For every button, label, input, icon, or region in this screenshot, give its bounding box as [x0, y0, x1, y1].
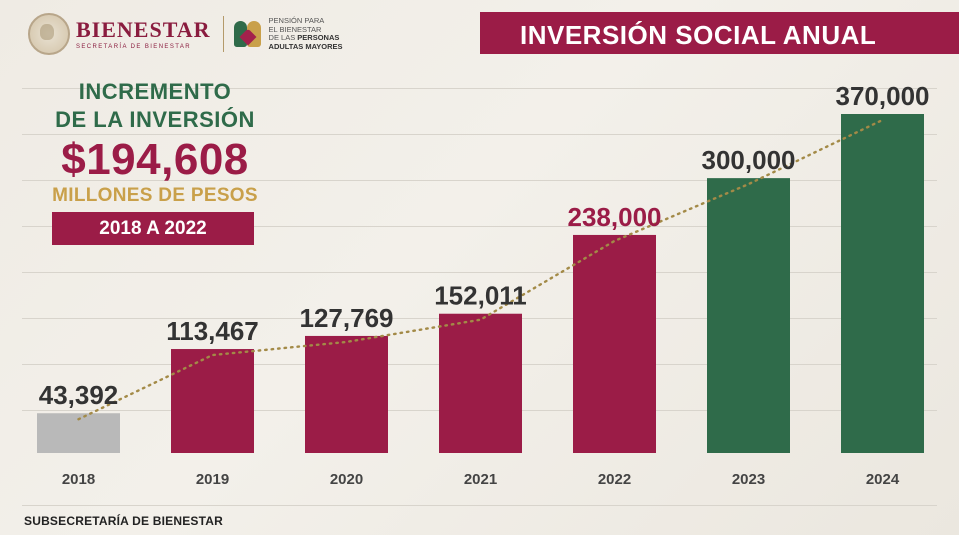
program-line: DE LAS PERSONAS — [268, 33, 343, 43]
coat-of-arms-icon — [28, 13, 70, 55]
program-line: ADULTAS MAYORES — [268, 41, 343, 52]
bar-2019 — [171, 349, 254, 453]
value-label-2018: 43,392 — [39, 380, 119, 410]
program-line: PENSIÓN PARA — [268, 16, 325, 25]
value-label-2021: 152,011 — [434, 281, 527, 311]
brand-subtitle: SECRETARÍA DE BIENESTAR — [76, 43, 191, 50]
x-tick-2022: 2022 — [598, 471, 631, 488]
bienestar-logo: BIENESTAR SECRETARÍA DE BIENESTAR PENSIÓ… — [28, 13, 343, 55]
brand-block: BIENESTAR SECRETARÍA DE BIENESTAR — [76, 16, 211, 50]
bar-2022 — [573, 234, 656, 453]
x-tick-2021: 2021 — [464, 471, 497, 488]
x-tick-2023: 2023 — [732, 471, 765, 488]
headline-line-1: INCREMENTO — [78, 79, 232, 104]
program-line-bold: PERSONAS — [297, 33, 340, 42]
headline-line-2: DE LA INVERSIÓN — [55, 107, 255, 132]
chart-title: INVERSIÓN SOCIAL ANUAL — [520, 20, 877, 50]
period-badge: 2018 A 2022 — [52, 212, 254, 245]
grid-line — [22, 88, 937, 89]
grid-line — [22, 180, 937, 181]
grid-line — [22, 272, 937, 273]
program-line-prefix: DE LAS — [268, 33, 298, 42]
value-label-2019: 113,467 — [166, 316, 259, 346]
value-label-2022: 238,000 — [568, 202, 662, 232]
bar-2023 — [707, 178, 790, 453]
x-tick-2020: 2020 — [330, 471, 363, 488]
program-name: PENSIÓN PARA EL BIENESTAR DE LAS PERSONA… — [268, 16, 343, 52]
bar-2024 — [841, 114, 924, 453]
investment-increase-callout: INCREMENTO DE LA INVERSIÓN $194,608 MILL… — [20, 78, 290, 208]
value-label-2023: 300,000 — [702, 145, 796, 175]
x-tick-2018: 2018 — [62, 471, 95, 488]
grid-line — [22, 226, 937, 227]
grid-line — [22, 505, 937, 506]
title-banner: INVERSIÓN SOCIAL ANUAL — [480, 12, 959, 54]
trend-line — [77, 118, 884, 421]
source-note: SUBSECRETARÍA DE BIENESTAR — [24, 514, 223, 528]
family-heart-icon — [233, 19, 264, 49]
program-line: EL BIENESTAR — [268, 24, 322, 34]
value-label-2024: 370,000 — [836, 81, 930, 111]
grid-line — [22, 134, 937, 135]
increase-amount: $194,608 — [61, 135, 249, 184]
program-line-bold: ADULTAS MAYORES — [268, 41, 343, 51]
logo-divider — [222, 16, 224, 52]
value-label-2020: 127,769 — [300, 303, 394, 333]
amount-units: MILLONES DE PESOS — [52, 185, 258, 206]
x-tick-2024: 2024 — [866, 471, 900, 488]
x-tick-2019: 2019 — [196, 471, 229, 488]
bar-2021 — [439, 313, 522, 453]
bar-2020 — [305, 335, 388, 453]
brand-name: BIENESTAR — [76, 16, 211, 42]
